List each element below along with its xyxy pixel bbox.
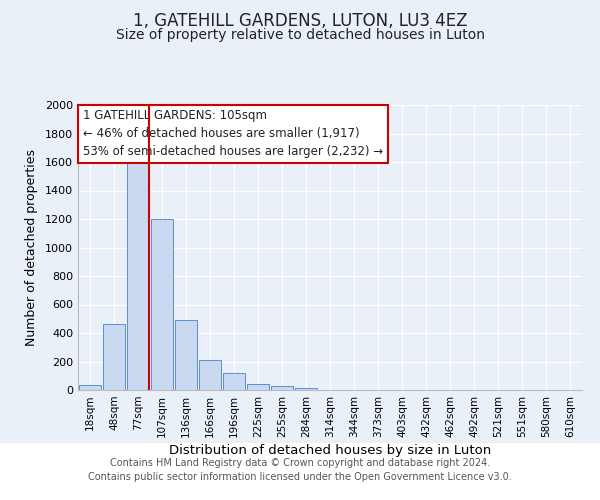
Bar <box>127 162 149 390</box>
Bar <box>295 388 317 390</box>
Bar <box>247 384 269 390</box>
Text: 1, GATEHILL GARDENS, LUTON, LU3 4EZ: 1, GATEHILL GARDENS, LUTON, LU3 4EZ <box>133 12 467 30</box>
X-axis label: Distribution of detached houses by size in Luton: Distribution of detached houses by size … <box>169 444 491 457</box>
Text: 1 GATEHILL GARDENS: 105sqm
← 46% of detached houses are smaller (1,917)
53% of s: 1 GATEHILL GARDENS: 105sqm ← 46% of deta… <box>83 110 383 158</box>
Y-axis label: Number of detached properties: Number of detached properties <box>25 149 38 346</box>
Bar <box>103 324 125 390</box>
Text: Size of property relative to detached houses in Luton: Size of property relative to detached ho… <box>115 28 485 42</box>
Bar <box>151 219 173 390</box>
Bar <box>175 320 197 390</box>
Bar <box>223 373 245 390</box>
Text: Contains public sector information licensed under the Open Government Licence v3: Contains public sector information licen… <box>88 472 512 482</box>
Bar <box>199 360 221 390</box>
Bar <box>271 386 293 390</box>
Bar <box>79 385 101 390</box>
Text: Contains HM Land Registry data © Crown copyright and database right 2024.: Contains HM Land Registry data © Crown c… <box>110 458 490 468</box>
